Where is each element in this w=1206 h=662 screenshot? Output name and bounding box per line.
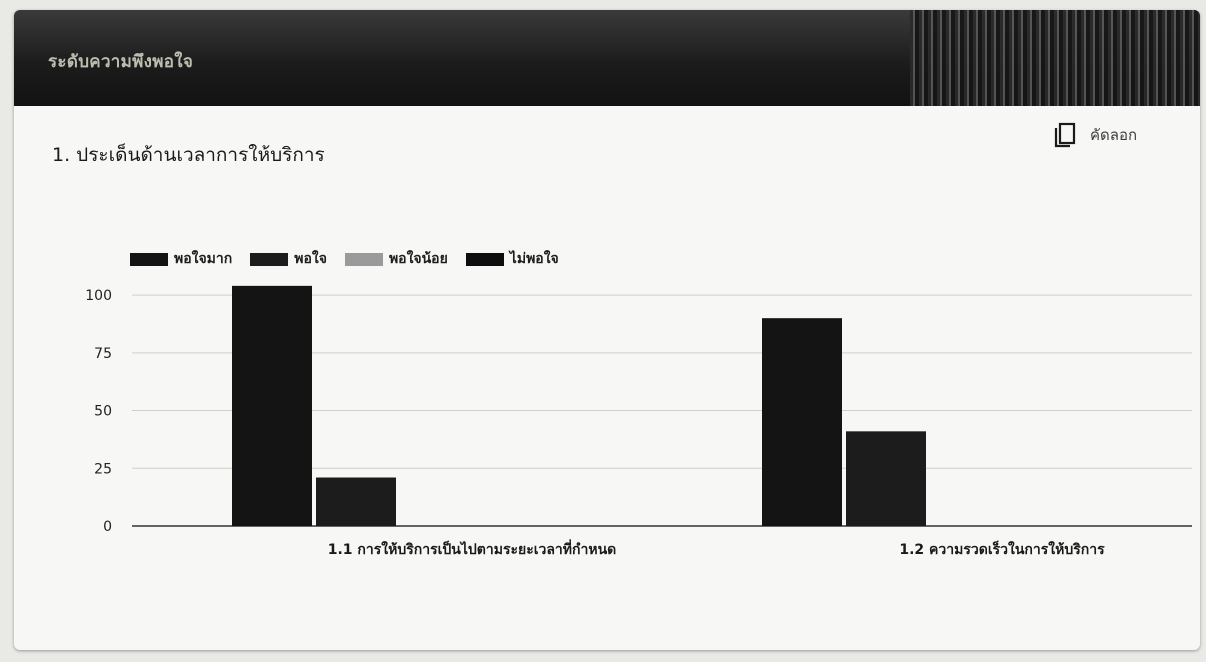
chart-card: ระดับความพึงพอใจ 1. ประเด็นด้านเวลาการให… bbox=[14, 10, 1200, 650]
x-tick-label: 1.2 ความรวดเร็วในการให้บริการ bbox=[899, 540, 1105, 558]
y-tick-label: 75 bbox=[94, 346, 112, 362]
legend-item-very-satisfied[interactable]: พอใจมาก bbox=[130, 248, 232, 270]
legend-label: พอใจน้อย bbox=[388, 251, 448, 267]
x-tick-label: 1.1 การให้บริการเป็นไปตามระยะเวลาที่กำหน… bbox=[328, 539, 617, 558]
copy-button[interactable]: คัดลอก bbox=[1054, 122, 1137, 148]
chart-legend: พอใจมาก พอใจ พอใจน้อย ไม่พอใจ bbox=[130, 248, 559, 270]
header-scan-stripes bbox=[910, 10, 1200, 106]
bar-1-cat-1 bbox=[232, 285, 312, 526]
y-tick-label: 100 bbox=[85, 288, 112, 304]
legend-swatch bbox=[465, 252, 504, 266]
legend-label: ไม่พอใจ bbox=[509, 251, 559, 267]
bar-2-cat-1 bbox=[316, 477, 396, 526]
y-tick-label: 50 bbox=[94, 404, 112, 420]
legend-swatch bbox=[250, 252, 289, 266]
legend-label: พอใจมาก bbox=[174, 251, 233, 267]
legend-swatch bbox=[344, 252, 383, 266]
legend-swatch bbox=[130, 252, 168, 266]
card-header: ระดับความพึงพอใจ bbox=[14, 10, 1200, 106]
copy-icon bbox=[1054, 122, 1076, 148]
bar-2-cat-2 bbox=[846, 431, 926, 526]
legend-item-less-satisfied[interactable]: พอใจน้อย bbox=[344, 248, 448, 270]
legend-item-not-satisfied[interactable]: ไม่พอใจ bbox=[465, 248, 559, 270]
copy-label: คัดลอก bbox=[1090, 126, 1138, 144]
legend-label: พอใจ bbox=[294, 251, 327, 267]
header-title: ระดับความพึงพอใจ bbox=[48, 52, 194, 72]
section-title: 1. ประเด็นด้านเวลาการให้บริการ bbox=[52, 144, 325, 166]
bar-1-cat-2 bbox=[762, 318, 842, 526]
y-tick-label: 0 bbox=[103, 519, 112, 535]
bar-chart: 0 25 50 75 100 1.1 การให้บริการเป็นไปตามระยะเ… bbox=[85, 285, 1192, 558]
y-tick-label: 25 bbox=[94, 461, 112, 477]
legend-item-satisfied[interactable]: พอใจ bbox=[250, 248, 327, 270]
